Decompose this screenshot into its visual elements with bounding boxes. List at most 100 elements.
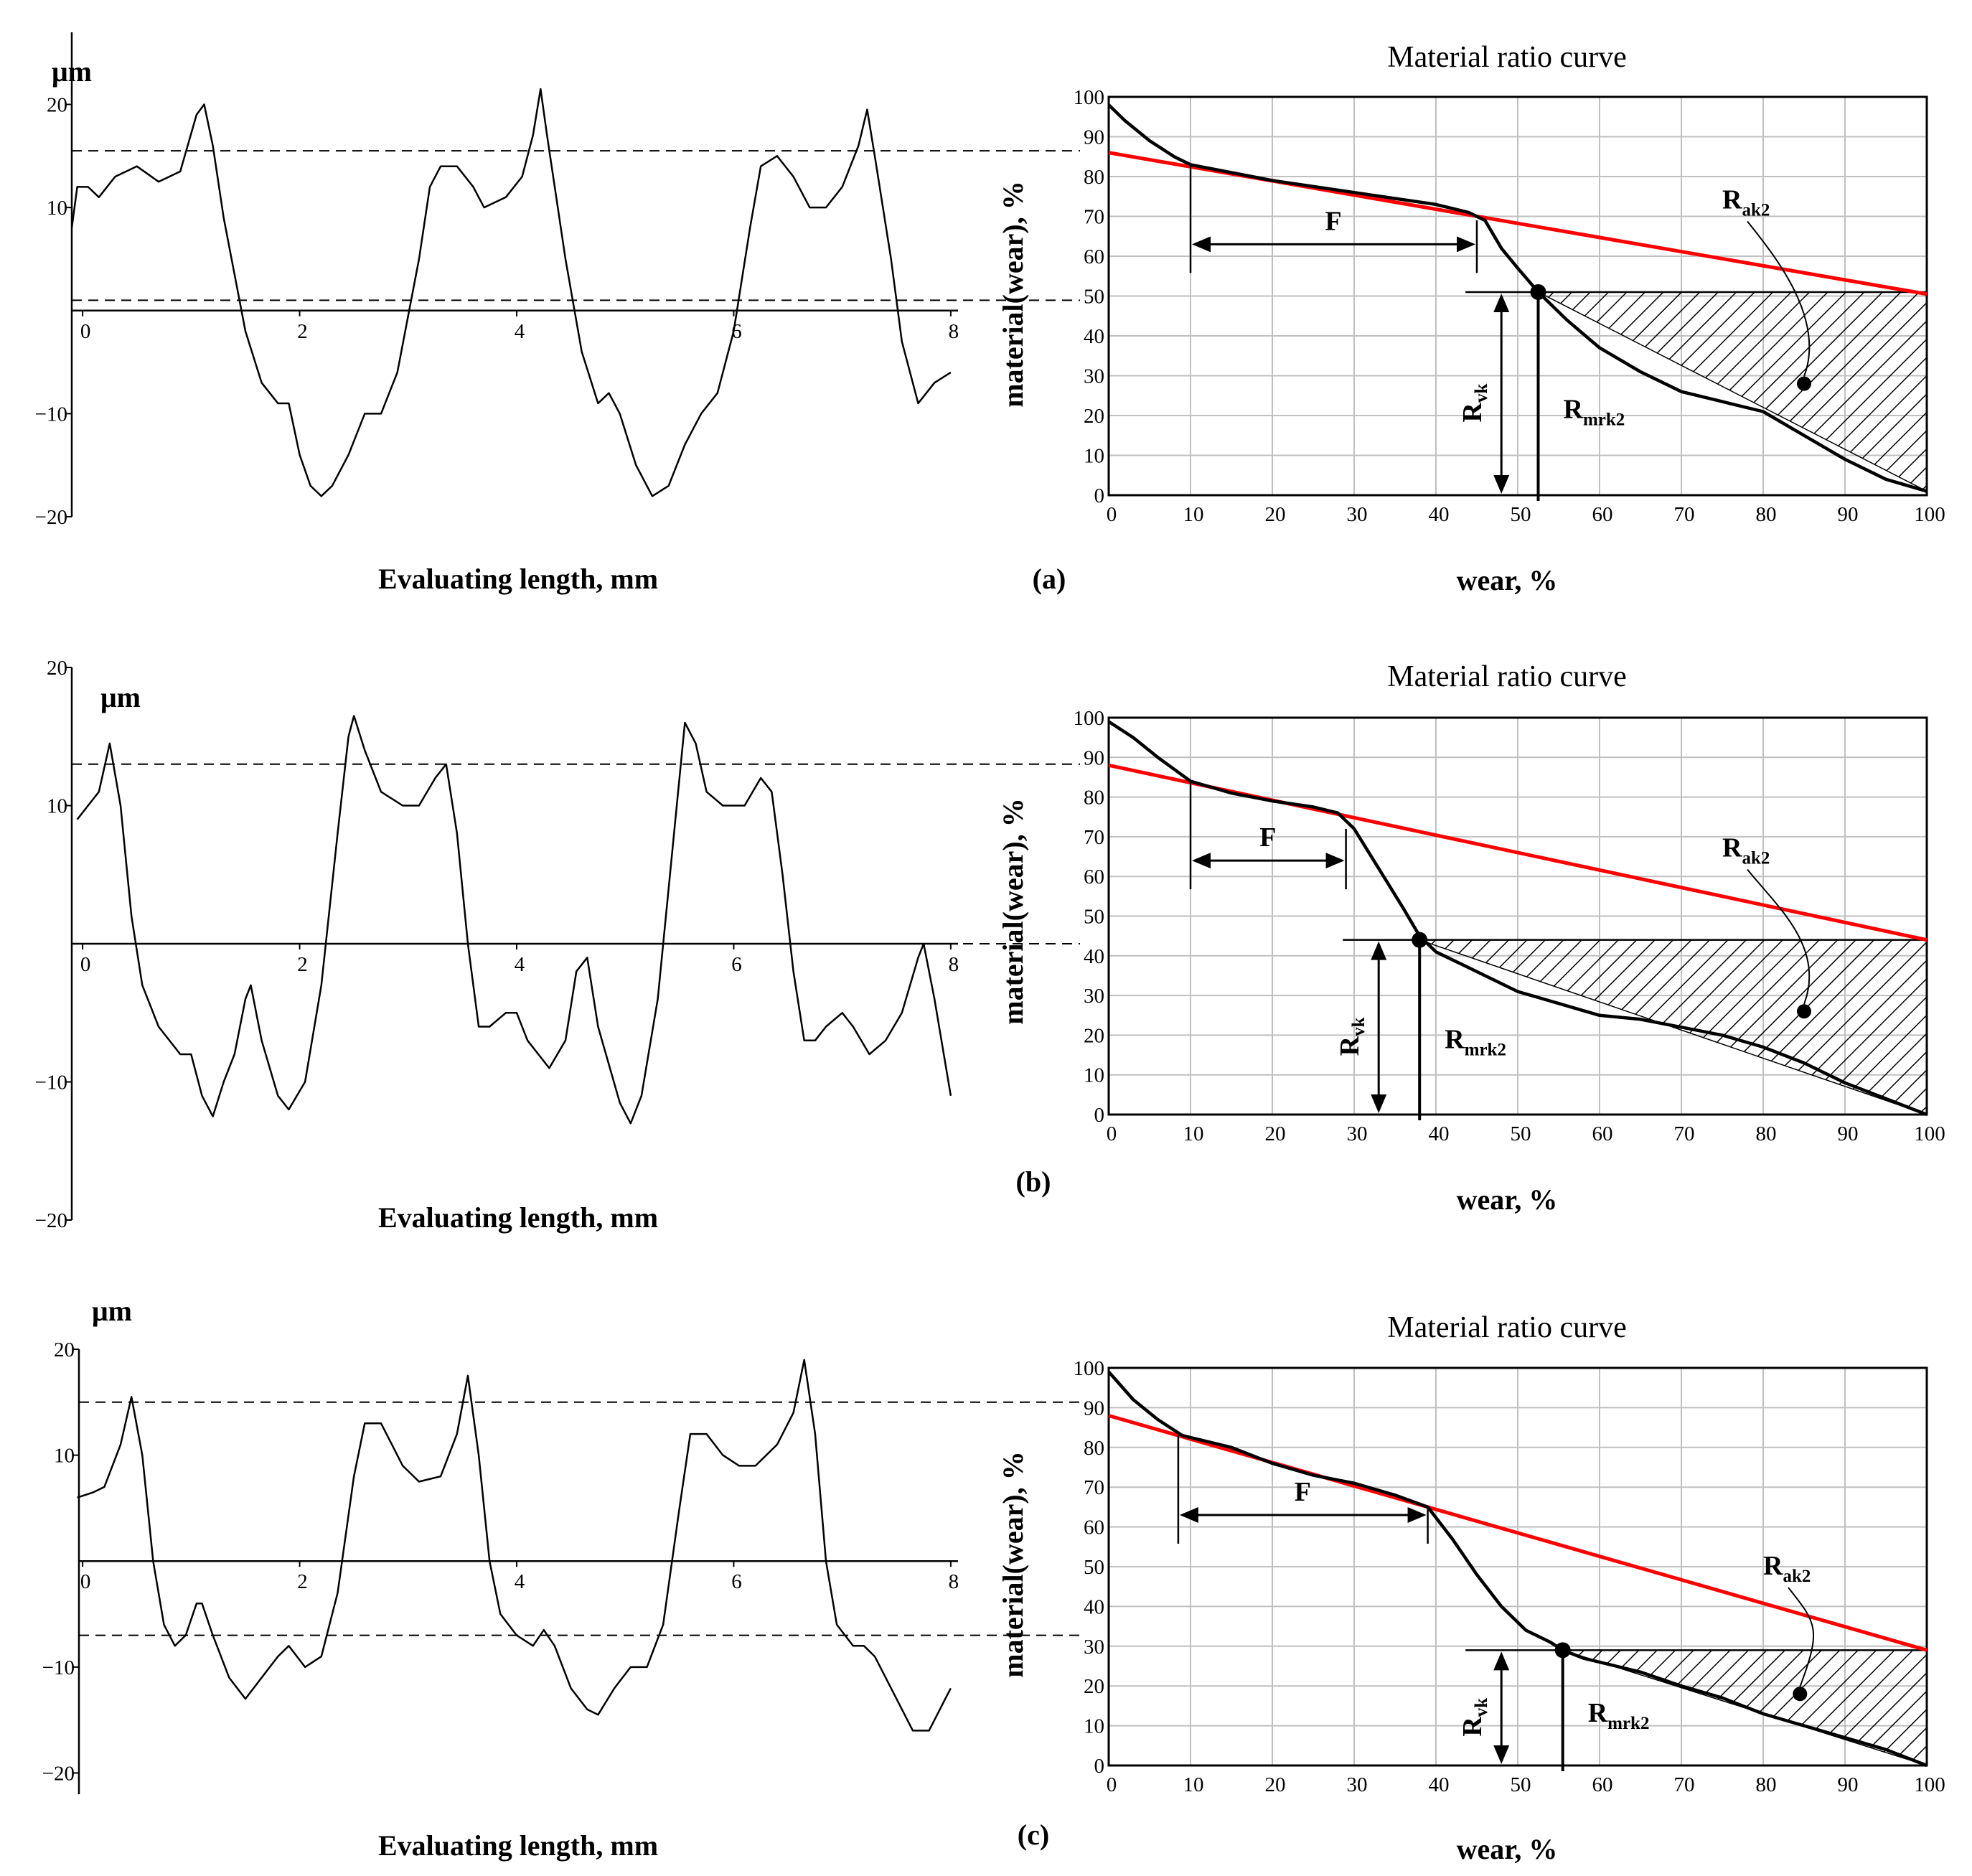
rak2-label: Rak2	[1722, 184, 1770, 220]
mrc-x-tick-label: 90	[1838, 503, 1859, 526]
mrk2-label: Rmrk2	[1588, 1698, 1650, 1733]
profile-y-tick-label: −20	[42, 1762, 75, 1785]
mrc-x-tick-label: 100	[1914, 1773, 1945, 1796]
mrc-x-tick-label: 60	[1592, 503, 1613, 526]
rvk-arrow-head-down	[1371, 1094, 1387, 1113]
mrc-y-tick-label: 30	[1084, 1636, 1104, 1659]
profile-x-tick-label: 6	[731, 1570, 742, 1593]
rak2-dot	[1797, 1004, 1811, 1019]
mrc-y-tick-label: 10	[1084, 1715, 1104, 1738]
rvk-arrow-head-up	[1493, 1651, 1510, 1671]
mrc-y-tick-label: 70	[1084, 826, 1104, 849]
rvk-label: Rvk	[1457, 384, 1491, 423]
rak2-leader-line	[1747, 220, 1811, 377]
profile-plot-c: 0 2 4 6 8 20 10 −10 −20	[42, 1338, 1080, 1794]
profile-unit-label-a: μm	[52, 55, 92, 88]
profile-xlabel-a: Evaluating length, mm	[378, 563, 658, 595]
rak2-leader-line	[1747, 868, 1811, 1005]
mrc-ylabel-c: material(wear), %	[997, 1451, 1029, 1677]
mrc-x-tick-label: 80	[1756, 1122, 1777, 1145]
profile-x-tick-label: 2	[297, 320, 308, 343]
F-arrow-head-left	[1179, 1506, 1198, 1523]
mrc-ylabel-b: material(wear), %	[997, 798, 1029, 1024]
profile-unit-label-b: μm	[100, 681, 141, 713]
profile-xlabel-c: Evaluating length, mm	[378, 1829, 658, 1862]
mrc-y-tick-label: 80	[1084, 1437, 1104, 1460]
rak2-label: Rak2	[1763, 1551, 1811, 1586]
mrc-x-tick-label: 100	[1914, 503, 1945, 526]
mrc-y-tick-label: 90	[1084, 1397, 1104, 1420]
mrc-title-c: Material ratio curve	[1387, 1311, 1627, 1344]
profile-y-tick-label: −10	[35, 403, 67, 426]
profile-y-tick-label: 20	[47, 657, 67, 680]
mrc-y-tick-label: 70	[1084, 1476, 1104, 1499]
mrc-y-tick-label: 40	[1084, 325, 1104, 348]
profile-x-tick-label: 0	[80, 1570, 91, 1593]
profile-x-tick-label: 2	[297, 953, 308, 976]
panel-c: 0 2 4 6 8 20 10 −10 −20 μm Evaluating length, mm…	[42, 1295, 1945, 1865]
mrc-x-tick-label: 70	[1674, 503, 1695, 526]
profile-x-tick-label: 6	[731, 953, 742, 976]
mrc-y-tick-label: 90	[1084, 126, 1104, 149]
mrc-y-tick-label: 10	[1084, 1064, 1104, 1087]
mrc-y-tick-label: 80	[1084, 787, 1104, 810]
profile-x-tick-label: 4	[515, 1570, 525, 1593]
profile-x-tick-label: 8	[949, 320, 959, 343]
profile-unit-label-c: μm	[92, 1295, 132, 1327]
rvk-arrow-head-down	[1493, 1745, 1510, 1764]
F-arrow-head-left	[1192, 236, 1211, 253]
profile-x-tick-label: 4	[515, 320, 525, 343]
mrc-x-tick-label: 10	[1183, 1122, 1204, 1145]
mrc-x-tick-label: 20	[1265, 1773, 1286, 1796]
mrc-x-tick-label: 20	[1265, 1122, 1286, 1145]
profile-y-tick-label: 10	[47, 197, 67, 220]
F-label: F	[1295, 1477, 1311, 1507]
profile-y-tick-label: 20	[47, 94, 67, 117]
profile-y-tick-label: −20	[35, 1209, 67, 1232]
tangent-line	[1108, 1414, 1928, 1652]
F-arrow-head-right	[1457, 236, 1475, 253]
mrc-x-tick-label: 50	[1511, 503, 1531, 526]
rak2-dot	[1797, 376, 1811, 391]
profile-curve	[70, 88, 952, 497]
mrc-xlabel-c: wear, %	[1457, 1833, 1558, 1865]
panel-label-a: (a)	[1033, 563, 1066, 595]
mrc-x-tick-label: 40	[1429, 1773, 1450, 1796]
rvk-arrow-head-down	[1493, 475, 1510, 494]
mrc-y-tick-label: 50	[1084, 286, 1104, 309]
mrc-xlabel-b: wear, %	[1457, 1183, 1558, 1216]
mrc-y-tick-label: 50	[1084, 906, 1104, 929]
rak2-leader-line	[1788, 1587, 1814, 1687]
mrc-x-tick-label: 10	[1183, 1773, 1204, 1796]
mrc-y-tick-label: 20	[1084, 1024, 1104, 1047]
mrk2-point	[1530, 283, 1546, 300]
mrc-x-tick-label: 100	[1914, 1122, 1945, 1145]
mrc-y-tick-label: 20	[1084, 1675, 1104, 1698]
mrc-y-tick-label: 0	[1094, 484, 1105, 507]
panel-label-b: (b)	[1016, 1166, 1051, 1198]
rvk-label-group: Rvk	[1457, 384, 1491, 423]
mrc-y-tick-label: 70	[1084, 206, 1104, 229]
mrc-x-tick-label: 0	[1107, 1773, 1117, 1796]
mrc-y-tick-label: 60	[1084, 245, 1104, 268]
mrc-y-tick-label: 100	[1074, 86, 1105, 109]
mrc-x-tick-label: 30	[1347, 1773, 1368, 1796]
mrc-y-tick-label: 60	[1084, 1516, 1104, 1539]
profile-x-tick-label: 2	[297, 1570, 308, 1593]
mrc-y-tick-label: 30	[1084, 365, 1104, 388]
mrc-y-tick-label: 40	[1084, 1595, 1104, 1618]
mrk2-point	[1554, 1642, 1571, 1659]
profile-y-tick-label: −20	[35, 506, 67, 529]
profile-x-tick-label: 8	[949, 1570, 959, 1593]
profile-x-tick-label: 4	[515, 953, 525, 976]
mrc-y-tick-label: 100	[1074, 707, 1105, 730]
mrc-x-tick-label: 50	[1511, 1122, 1531, 1145]
F-arrow-head-left	[1192, 853, 1211, 869]
mrc-x-tick-label: 0	[1107, 1122, 1117, 1145]
mrk2-point	[1412, 932, 1428, 948]
mrc-frame	[1107, 716, 1928, 1116]
mrc-x-tick-label: 80	[1756, 503, 1777, 526]
